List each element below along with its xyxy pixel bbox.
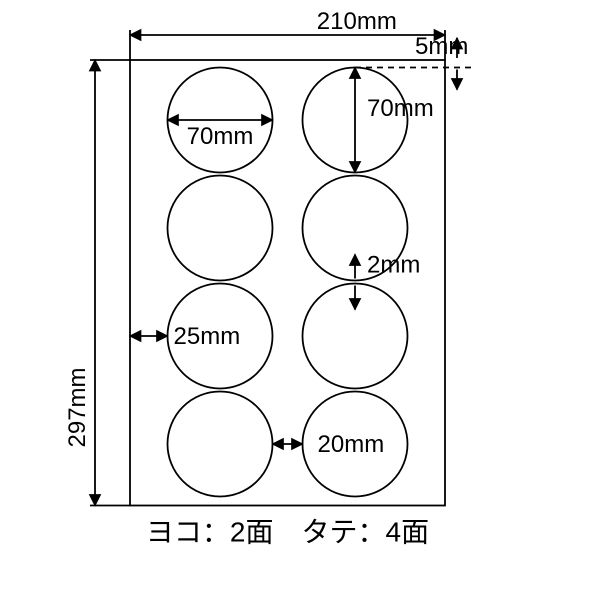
- label-sheet-width: 210mm: [317, 8, 397, 35]
- label-diameter-h: 70mm: [187, 123, 254, 150]
- label-h-gap: 20mm: [318, 431, 385, 458]
- caption: ヨコ：2面 タテ：4面: [146, 517, 429, 548]
- label-v-gap: 2mm: [367, 252, 420, 279]
- diagram-stage: 210mm 297mm 5mm 70mm 70mm 2mm 25mm 20mm …: [0, 0, 600, 600]
- diagram-svg: 210mm 297mm 5mm 70mm 70mm 2mm 25mm 20mm …: [0, 0, 600, 600]
- label-left-margin: 25mm: [174, 323, 241, 350]
- label-sheet-height: 297mm: [64, 367, 91, 447]
- sheet: [130, 60, 445, 506]
- label-diameter-v: 70mm: [367, 95, 434, 122]
- label-top-margin: 5mm: [415, 33, 468, 60]
